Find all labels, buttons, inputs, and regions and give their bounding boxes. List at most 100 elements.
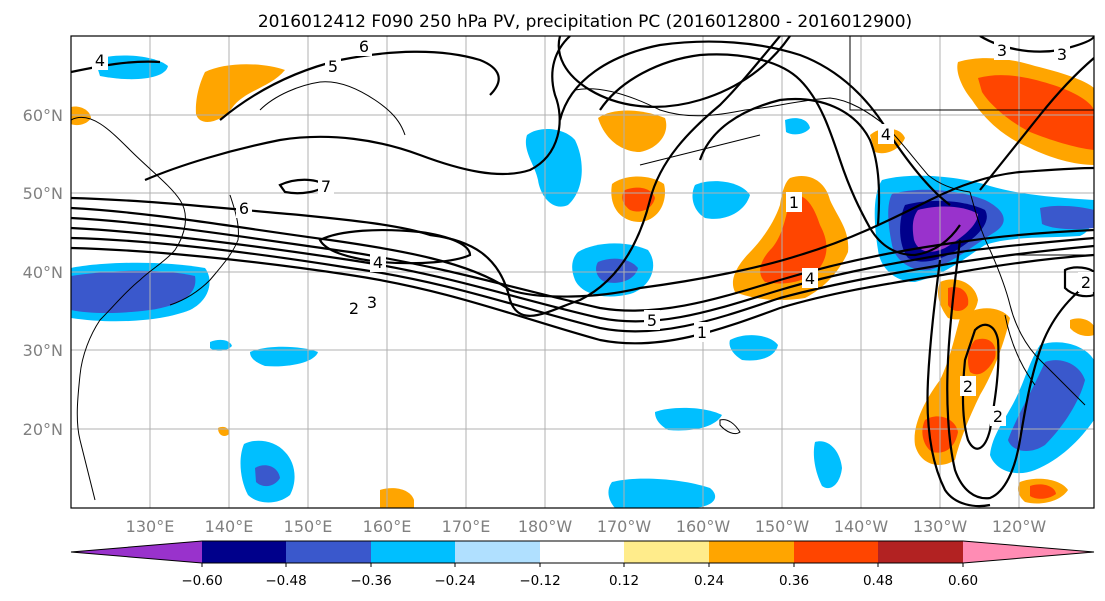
neg-anomaly-small-4	[655, 407, 722, 431]
plot-title: 2016012412 F090 250 hPa PV, precipitatio…	[258, 12, 912, 32]
pv-contour-3	[71, 226, 1094, 323]
pos-anomaly-aleutian-b-core	[622, 187, 655, 212]
lon-label: 150°E	[284, 517, 333, 536]
map-frame	[70, 35, 1095, 509]
colorbar-tick-label: 0.60	[948, 573, 978, 589]
pv-label: 2	[349, 299, 359, 318]
lon-label: 140°E	[205, 517, 254, 536]
neg-anomaly-japan-core	[71, 270, 196, 313]
neg-anomaly-mexico-core	[1008, 360, 1085, 452]
lon-label: 160°W	[676, 517, 731, 536]
coast-alaska	[574, 88, 971, 193]
pv-label: 4	[805, 269, 815, 288]
pv-label: 1	[789, 193, 799, 212]
colorbar-tick-label: 0.12	[609, 573, 639, 589]
pv-contours	[71, 36, 1094, 508]
pv-contour-13	[698, 98, 881, 226]
pv-contour-11	[599, 53, 961, 257]
pos-anomaly-ne-corner-core	[978, 75, 1094, 150]
pv-label: 6	[359, 37, 369, 56]
neg-anomaly-pnw-core	[912, 206, 978, 252]
colorbar-segment	[455, 541, 540, 563]
pv-contour-2	[71, 236, 1094, 333]
lon-label: 120°W	[992, 517, 1047, 536]
neg-anomaly-small-5	[729, 335, 778, 361]
colorbar-tick-label: 0.24	[694, 573, 724, 589]
lon-label: 140°W	[834, 517, 889, 536]
pv-label: 2	[963, 377, 973, 396]
pv-label: 4	[881, 125, 891, 144]
pv-label: 5	[328, 57, 338, 76]
pv-label: 2	[993, 407, 1003, 426]
boundary-alaska	[849, 36, 1094, 111]
pv-label: 5	[647, 311, 657, 330]
pv-label: 4	[95, 51, 105, 70]
pv-contour-labels: 4 6 5 7 6 4 2 3 5 1 4	[92, 36, 1094, 426]
neg-anomaly-small-3-core	[255, 465, 280, 487]
colorbar-tick-label: 0.36	[779, 573, 809, 589]
pv-contour-15	[946, 239, 1094, 500]
neg-anomaly-small-7	[813, 441, 842, 489]
longitude-labels: 130°E 140°E 150°E 160°E 170°E 180°W 170°…	[126, 517, 1047, 536]
lon-label: 180°W	[518, 517, 573, 536]
colorbar-extend-max	[963, 541, 1094, 563]
pv-contour-1	[71, 246, 1094, 345]
colorbar-segment	[878, 541, 963, 563]
colorbar-tick-label: −0.60	[181, 573, 222, 589]
pv-contour-19	[71, 60, 161, 74]
lon-label: 170°W	[597, 517, 652, 536]
colorbar-segment	[202, 541, 286, 563]
precip-shading	[71, 55, 1094, 508]
map-panel: 4 6 5 7 6 4 2 3 5 1 4	[70, 35, 1095, 509]
colorbar-segment	[371, 541, 455, 563]
gridlines	[71, 36, 1094, 508]
pos-anomaly-baja-core	[967, 338, 996, 375]
pv-contour-9	[318, 229, 472, 265]
colorbar-tick-label: −0.24	[434, 573, 475, 589]
colorbar-tick-label: −0.48	[265, 573, 306, 589]
neg-anomaly-small-6	[608, 478, 716, 508]
colorbar: −0.60 −0.48 −0.36 −0.24 −0.12 0.12 0.24 …	[70, 540, 1095, 589]
colorbar-segment	[794, 541, 878, 563]
pv-contour-18	[1063, 266, 1094, 298]
neg-anomaly-small-2	[210, 339, 232, 351]
colorbar-extend-min	[71, 541, 202, 563]
lon-label: 130°E	[126, 517, 175, 536]
lat-label: 50°N	[23, 184, 63, 203]
coast-na-west	[969, 191, 1086, 406]
pv-contour-5	[71, 166, 1094, 298]
pv-label: 7	[321, 177, 331, 196]
pv-label: 3	[1057, 45, 1067, 64]
lon-label: 150°W	[755, 517, 810, 536]
pv-label: 3	[997, 41, 1007, 60]
pv-label: 4	[373, 253, 383, 272]
pv-label: 3	[367, 293, 377, 312]
pv-contour-16	[926, 259, 991, 508]
pv-contour-7	[144, 36, 571, 182]
colorbar-tick-label: 0.48	[863, 573, 893, 589]
pv-label: 2	[1081, 273, 1091, 292]
pos-anomaly-kamchatka	[195, 64, 285, 122]
pv-contour-6	[71, 36, 781, 317]
lon-label: 170°E	[442, 517, 491, 536]
neg-anomaly-small-8	[785, 118, 810, 135]
neg-anomaly-north	[525, 128, 582, 207]
neg-anomaly-aleutian	[692, 181, 750, 219]
neg-anomaly-small-9	[1040, 205, 1094, 230]
pv-contour-20	[557, 36, 791, 108]
colorbar-tick-label: −0.36	[350, 573, 391, 589]
latitude-labels: 60°N 50°N 40°N 30°N 20°N	[23, 106, 63, 439]
colorbar-segment	[540, 541, 624, 563]
pv-label: 6	[239, 199, 249, 218]
colorbar-tick-labels: −0.60 −0.48 −0.36 −0.24 −0.12 0.12 0.24 …	[181, 573, 978, 589]
coast-kamchatka	[259, 81, 406, 136]
coast-aleutians	[639, 134, 761, 166]
pos-anomaly-left	[71, 106, 91, 126]
lon-label: 160°E	[363, 517, 412, 536]
lon-label: 130°W	[913, 517, 968, 536]
neg-anomaly-small-1	[250, 346, 318, 367]
pos-anomaly-small-2-core	[1030, 484, 1056, 499]
pv-contour-12	[558, 40, 951, 206]
colorbar-tick-label: −0.12	[519, 573, 560, 589]
